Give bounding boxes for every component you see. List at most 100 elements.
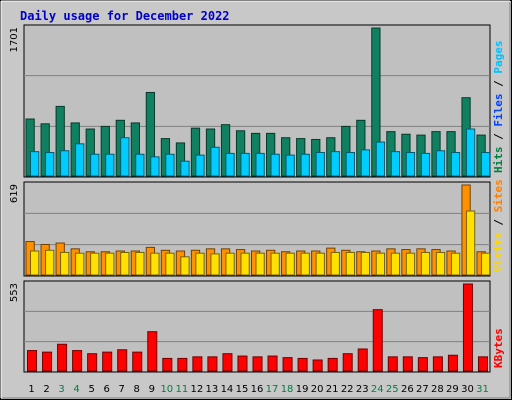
x-tick-label: 18 [281,384,294,395]
x-tick-label: 29 [446,384,459,395]
bar-kbytes [102,351,113,372]
bar-kbytes [372,309,383,372]
bar-kbytes [447,354,458,372]
panel-hits: 1701 Hits / Files / Pages [9,24,505,178]
bar-visits [375,252,386,276]
bar-kbytes [222,353,233,372]
legend-visits: Visits / Sites [492,179,505,272]
bar-visits [75,252,85,276]
bar-visits [180,256,190,276]
bar-kbytes [327,357,338,372]
bar-kbytes [282,357,293,372]
x-tick-label: 23 [356,384,369,395]
x-tick-label: 15 [236,384,249,395]
bar-pages [105,153,115,177]
x-tick-label: 17 [266,384,279,395]
bar-visits [225,252,235,276]
bar-pages [60,150,70,177]
legend-entry: Sites [492,179,505,212]
panel-visits: 619 Visits / Sites [9,179,505,277]
bar-pages [210,146,220,177]
legend-entry: / [492,212,505,232]
bar-pages [390,151,401,177]
bar-pages [420,152,431,177]
bar-kbytes [252,356,263,372]
bar-pages [225,152,235,177]
x-tick-label: 30 [461,384,474,395]
bar-kbytes [342,353,353,372]
bar-pages [330,151,340,177]
bar-visits [285,252,295,276]
bar-visits [315,252,325,276]
bar-visits [480,252,491,276]
x-tick-label: 31 [476,384,489,395]
x-tick-label: 5 [88,384,94,395]
bar-pages [405,152,416,177]
x-tick-label: 22 [341,384,354,395]
bar-kbytes [27,350,38,372]
legend-entry: KBytes [492,328,505,368]
max-label-hits: 1701 [9,27,20,52]
bar-visits [45,249,55,276]
bar-kbytes [417,357,428,372]
x-tick-label: 2 [43,384,49,395]
bar-pages [270,153,280,177]
x-tick-label: 3 [58,384,64,395]
bar-kbytes [147,331,158,372]
bar-kbytes [57,343,68,372]
bar-pages [90,153,100,177]
bar-pages [375,141,386,177]
x-tick-label: 8 [134,384,140,395]
bar-pages [75,143,85,177]
bar-kbytes [462,283,473,372]
x-tick-label: 20 [311,384,324,395]
legend-entry: Hits [492,147,505,174]
bar-pages [255,152,265,177]
bar-visits [120,251,130,276]
legend-entry: Pages [492,41,505,74]
x-tick-label: 26 [401,384,414,395]
bar-visits [420,251,431,276]
x-tick-label: 4 [73,384,79,395]
bar-visits [60,251,70,276]
chart-title: Daily usage for December 2022 [20,9,230,23]
x-tick-label: 11 [175,384,188,395]
bar-pages [300,153,310,177]
bar-kbytes [432,356,443,372]
bar-pages [45,152,55,177]
bar-kbytes [207,356,218,372]
bar-kbytes [132,351,143,372]
legend-entry: Visits [492,232,505,272]
bar-visits [240,252,250,276]
x-tick-label: 6 [103,384,109,395]
x-tick-label: 1 [28,384,34,395]
x-tick-label: 24 [371,384,384,395]
bar-visits [150,252,160,276]
bar-pages [120,137,130,177]
bar-pages [315,152,325,177]
bar-visits [90,252,100,276]
bar-kbytes [357,348,368,372]
x-axis: 1 2 3 4 5 6 7 8 9 10 11 12 13 14 15 16 17 18 19 20 21 22 23 24 2… [28,384,489,395]
x-tick-label: 19 [296,384,309,395]
bar-pages [195,154,205,177]
legend-hits: Hits / Files / Pages [492,41,505,174]
max-label-kbytes: 553 [9,283,20,302]
bar-kbytes [477,356,489,372]
bar-visits [330,251,340,276]
bar-kbytes [87,353,98,372]
bar-visits [30,250,40,276]
bar-kbytes [177,357,188,372]
bar-pages [180,160,190,177]
bar-visits [270,252,280,276]
series-visits [30,210,491,276]
x-tick-label: 16 [251,384,264,395]
bar-kbytes [192,356,203,372]
x-tick-label: 7 [119,384,125,395]
bar-pages [450,152,461,177]
bar-visits [405,252,416,276]
bar-pages [285,154,295,177]
bar-pages [435,150,446,177]
bar-kbytes [297,357,308,372]
